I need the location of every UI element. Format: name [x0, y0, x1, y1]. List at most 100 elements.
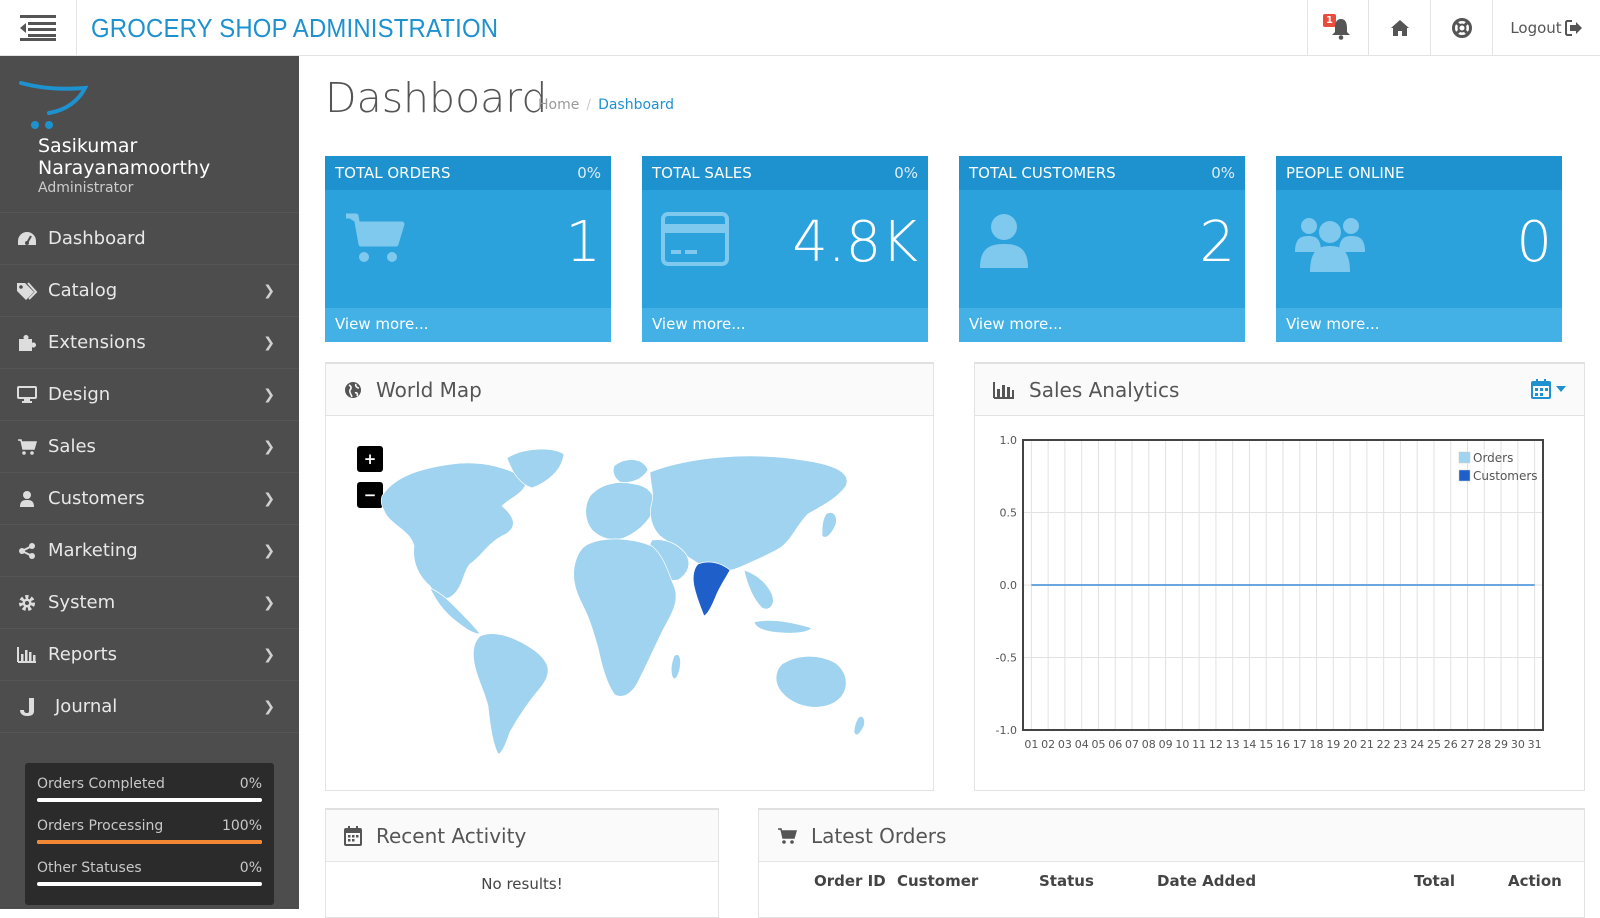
- indonesia-region: [753, 620, 813, 634]
- x-tick-label: 24: [1410, 738, 1424, 751]
- x-tick-label: 31: [1528, 738, 1542, 751]
- sidebar-item-catalog[interactable]: Catalog ❯: [0, 265, 299, 317]
- menu-toggle-button[interactable]: [0, 0, 77, 56]
- x-tick-label: 27: [1461, 738, 1475, 751]
- stat-label: Other Statuses: [37, 860, 142, 876]
- sales-chart[interactable]: 1.0 0.5 0.0 -0.5 -1.0 01 02 03 04 05 06 07 08 09 10 11…: [991, 428, 1566, 778]
- sidebar-item-journal[interactable]: Journal ❯: [0, 681, 299, 733]
- sidebar-item-extensions[interactable]: Extensions ❯: [0, 317, 299, 369]
- europe-region: [585, 482, 656, 540]
- sidebar-item-marketing[interactable]: Marketing ❯: [0, 525, 299, 577]
- column-header-status[interactable]: Status: [1039, 872, 1094, 890]
- panel-title: World Map: [376, 377, 482, 402]
- sidebar-item-label: Reports: [48, 644, 118, 665]
- legend-swatch: [1458, 451, 1471, 464]
- panel-title: Latest Orders: [811, 823, 947, 848]
- tile-value: 4.8K: [792, 210, 918, 275]
- column-header-date-added[interactable]: Date Added: [1157, 872, 1257, 890]
- help-button[interactable]: [1430, 0, 1492, 56]
- menu-icon: [20, 15, 56, 41]
- main-content: Dashboard Home / Dashboard TOTAL ORDERS 0% …: [299, 56, 1600, 918]
- app-title: GROCERY SHOP ADMINISTRATION: [91, 13, 499, 43]
- sidebar-item-system[interactable]: System ❯: [0, 577, 299, 629]
- x-tick-label: 26: [1444, 738, 1458, 751]
- sidebar-item-label: Dashboard: [48, 228, 146, 249]
- x-tick-label: 30: [1511, 738, 1525, 751]
- x-tick-label: 21: [1360, 738, 1374, 751]
- africa-region: [573, 538, 677, 697]
- panel-title: Sales Analytics: [1029, 377, 1180, 402]
- home-icon: [1390, 20, 1409, 36]
- user-icon: [980, 214, 1028, 268]
- tile-total-sales: TOTAL SALES 0% 4.8K View more...: [642, 156, 928, 342]
- top-header: GROCERY SHOP ADMINISTRATION 1 Logout: [0, 0, 1600, 56]
- world-map-panel: World Map + −: [325, 362, 934, 791]
- north-america-region: [380, 462, 528, 599]
- sidebar-item-label: Catalog: [48, 280, 118, 301]
- column-header-total[interactable]: Total: [1414, 872, 1455, 890]
- sidebar-item-dashboard[interactable]: Dashboard: [0, 213, 299, 265]
- stat-value: 0%: [239, 860, 262, 876]
- user-profile: Sasikumar Narayanamoorthy Administrator: [0, 56, 299, 213]
- bar-chart-icon: [993, 381, 1014, 399]
- x-tick-label: 12: [1209, 738, 1223, 751]
- panel-header: World Map: [326, 364, 933, 416]
- x-tick-label: 07: [1125, 738, 1139, 751]
- column-header-customer[interactable]: Customer: [897, 872, 979, 890]
- breadcrumb-home-link[interactable]: Home: [538, 97, 580, 113]
- breadcrumb: Home / Dashboard: [538, 97, 674, 113]
- chevron-right-icon: ❯: [263, 438, 275, 455]
- x-tick-label: 05: [1091, 738, 1105, 751]
- world-map[interactable]: [352, 436, 892, 756]
- x-tick-label: 15: [1259, 738, 1273, 751]
- recent-activity-panel: Recent Activity No results!: [325, 808, 719, 918]
- zoom-in-button[interactable]: +: [357, 446, 383, 472]
- tile-percent: 0%: [1211, 164, 1235, 182]
- scandinavia-region: [612, 459, 649, 483]
- y-tick-label: 0.0: [1000, 579, 1018, 592]
- x-tick-label: 23: [1393, 738, 1407, 751]
- x-tick-label: 01: [1024, 738, 1038, 751]
- sidebar-item-sales[interactable]: Sales ❯: [0, 421, 299, 473]
- breadcrumb-current-link[interactable]: Dashboard: [598, 97, 675, 113]
- asia-region: [649, 455, 848, 572]
- logout-button[interactable]: Logout: [1492, 0, 1600, 56]
- x-tick-label: 08: [1142, 738, 1156, 751]
- sidebar-item-customers[interactable]: Customers ❯: [0, 473, 299, 525]
- column-header-action[interactable]: Action: [1508, 872, 1562, 890]
- stat-orders-processing: Orders Processing 100%: [37, 805, 262, 847]
- life-ring-icon: [1451, 18, 1472, 38]
- panel-header: Recent Activity: [326, 810, 718, 862]
- zoom-out-button[interactable]: −: [357, 482, 383, 508]
- panel-header: Latest Orders: [759, 810, 1584, 862]
- sign-out-icon: [1564, 20, 1582, 36]
- legend-label: Customers: [1473, 469, 1538, 483]
- view-more-link[interactable]: View more...: [1276, 308, 1562, 342]
- x-tick-label: 03: [1058, 738, 1072, 751]
- view-more-link[interactable]: View more...: [325, 308, 611, 342]
- users-icon: [1295, 218, 1365, 272]
- x-tick-label: 17: [1293, 738, 1307, 751]
- x-tick-label: 04: [1075, 738, 1089, 751]
- date-range-dropdown[interactable]: [1531, 379, 1566, 399]
- dashboard-icon: [18, 231, 36, 245]
- sidebar-item-design[interactable]: Design ❯: [0, 369, 299, 421]
- x-tick-label: 02: [1041, 738, 1055, 751]
- journal-icon: [20, 697, 34, 716]
- credit-card-icon: [661, 212, 729, 266]
- chevron-right-icon: ❯: [263, 490, 275, 507]
- notifications-button[interactable]: 1: [1307, 0, 1368, 56]
- view-more-link[interactable]: View more...: [642, 308, 928, 342]
- southeast-asia-region: [743, 569, 774, 610]
- view-more-link[interactable]: View more...: [959, 308, 1245, 342]
- cart-icon: [346, 213, 405, 262]
- stat-value: 100%: [221, 818, 262, 834]
- column-header-order-id[interactable]: Order ID: [814, 872, 886, 890]
- y-tick-label: -1.0: [996, 724, 1017, 737]
- sidebar-item-reports[interactable]: Reports ❯: [0, 629, 299, 681]
- home-button[interactable]: [1368, 0, 1430, 56]
- x-tick-label: 14: [1242, 738, 1256, 751]
- sidebar-item-label: Customers: [48, 488, 145, 509]
- tile-label: TOTAL CUSTOMERS: [969, 164, 1116, 182]
- tile-label: TOTAL ORDERS: [335, 164, 451, 182]
